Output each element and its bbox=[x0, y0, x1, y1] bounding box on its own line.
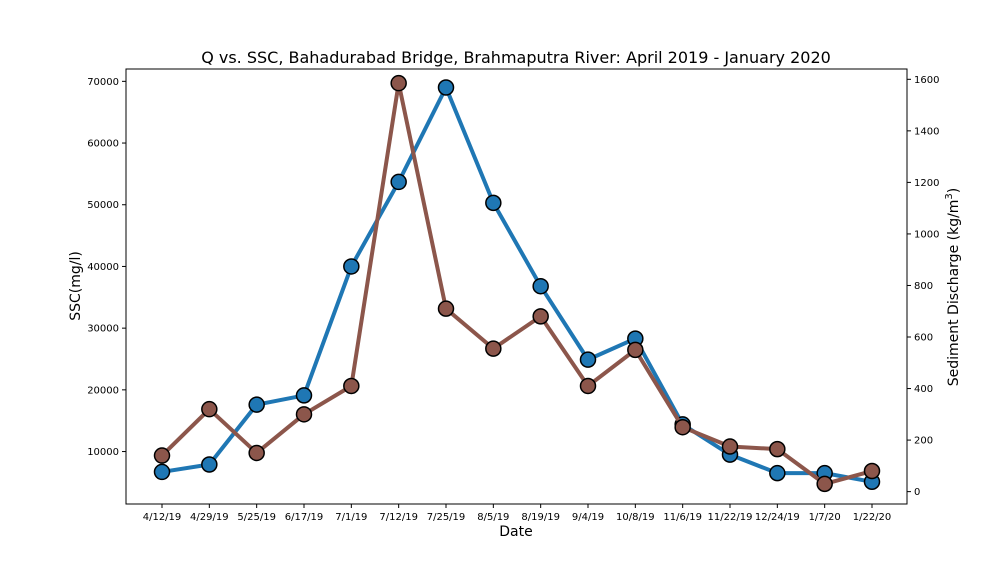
x-axis-label: Date bbox=[499, 524, 532, 540]
x-tick-label: 4/12/19 bbox=[143, 512, 182, 523]
right-y-tick-label: 200 bbox=[914, 436, 933, 447]
plot-frame bbox=[125, 68, 908, 505]
x-tick-label: 4/29/19 bbox=[190, 512, 229, 523]
data-point bbox=[390, 74, 407, 92]
data-point bbox=[343, 377, 360, 395]
right-y-axis-label-suffix: ) bbox=[946, 188, 962, 193]
left-y-tick-label: 50000 bbox=[87, 200, 119, 211]
right-y-tick-label: 1400 bbox=[914, 126, 939, 137]
left-y-tick-label: 10000 bbox=[87, 447, 119, 458]
right-y-axis-label-prefix: Sediment Discharge (kg/m bbox=[946, 200, 962, 387]
left-y-tick-label: 30000 bbox=[87, 324, 119, 335]
data-point bbox=[721, 438, 739, 455]
x-tick-label: 1/22/20 bbox=[853, 512, 892, 523]
data-point bbox=[627, 341, 644, 359]
x-tick-label: 7/1/19 bbox=[335, 512, 367, 523]
x-tick-label: 7/12/19 bbox=[379, 512, 418, 523]
x-tick-label: 11/22/19 bbox=[708, 512, 753, 523]
x-axis: 4/12/19 4/29/19 5/25/19 6/17/19 7/1/19 7/12/1… bbox=[143, 504, 892, 523]
data-point bbox=[201, 456, 218, 473]
right-y-tick-label: 1200 bbox=[914, 178, 939, 189]
data-point bbox=[343, 258, 360, 275]
data-point bbox=[437, 300, 455, 317]
x-tick-label: 5/25/19 bbox=[237, 512, 276, 523]
data-point bbox=[769, 464, 786, 482]
left-y-tick-label: 40000 bbox=[87, 262, 119, 273]
data-point bbox=[295, 387, 313, 404]
data-point bbox=[437, 79, 455, 96]
data-point bbox=[390, 173, 407, 191]
x-tick-label: 8/19/19 bbox=[521, 512, 560, 523]
x-tick-label: 9/4/19 bbox=[572, 512, 604, 523]
right-y-tick-label: 800 bbox=[914, 281, 933, 292]
left-y-tick-label: 70000 bbox=[87, 77, 119, 88]
right-y-axis-label-superscript: 3 bbox=[944, 193, 955, 199]
data-point bbox=[816, 475, 833, 493]
right-y-tick-label: 0 bbox=[914, 487, 920, 498]
series-layer bbox=[153, 74, 881, 493]
data-point bbox=[248, 444, 265, 462]
series-line bbox=[161, 85, 873, 484]
left-y-tick-label: 20000 bbox=[87, 385, 119, 396]
right-y-tick-label: 1000 bbox=[914, 229, 939, 240]
data-point bbox=[532, 277, 549, 295]
data-point bbox=[248, 396, 265, 413]
data-point bbox=[153, 463, 171, 481]
data-point bbox=[153, 447, 171, 464]
x-tick-label: 10/8/19 bbox=[616, 512, 655, 523]
data-point bbox=[295, 406, 313, 423]
left-y-tick-label: 60000 bbox=[87, 139, 119, 150]
data-point bbox=[863, 462, 881, 480]
x-tick-label: 12/24/19 bbox=[755, 512, 800, 523]
x-tick-label: 7/25/19 bbox=[427, 512, 466, 523]
x-tick-label: 1/7/20 bbox=[809, 512, 841, 523]
x-tick-label: 11/6/19 bbox=[663, 512, 702, 523]
series-2 bbox=[153, 74, 881, 493]
x-tick-label: 8/5/19 bbox=[477, 512, 509, 523]
left-y-axis-label: SSC(mg/l) bbox=[68, 251, 84, 321]
right-y-axis: 0 200 400 600 800 1000 1200 1400 1600 bbox=[907, 75, 939, 498]
data-point bbox=[579, 377, 597, 395]
data-point bbox=[485, 340, 502, 357]
data-point bbox=[532, 308, 549, 325]
right-y-tick-label: 1600 bbox=[914, 75, 939, 86]
right-y-axis-label: Sediment Discharge (kg/m3) bbox=[944, 188, 962, 387]
series-1 bbox=[153, 79, 881, 491]
left-y-axis: 10000 20000 30000 40000 50000 60000 70000 bbox=[87, 77, 126, 458]
right-y-tick-label: 400 bbox=[914, 384, 933, 395]
data-point bbox=[201, 400, 218, 418]
data-point bbox=[579, 351, 597, 368]
data-point bbox=[769, 440, 786, 458]
right-y-tick-label: 600 bbox=[914, 333, 933, 344]
series-line bbox=[160, 81, 873, 486]
chart-title: Q vs. SSC, Bahadurabad Bridge, Brahmaput… bbox=[201, 48, 831, 67]
data-point bbox=[485, 194, 502, 212]
x-tick-label: 6/17/19 bbox=[285, 512, 324, 523]
data-point bbox=[674, 418, 691, 436]
